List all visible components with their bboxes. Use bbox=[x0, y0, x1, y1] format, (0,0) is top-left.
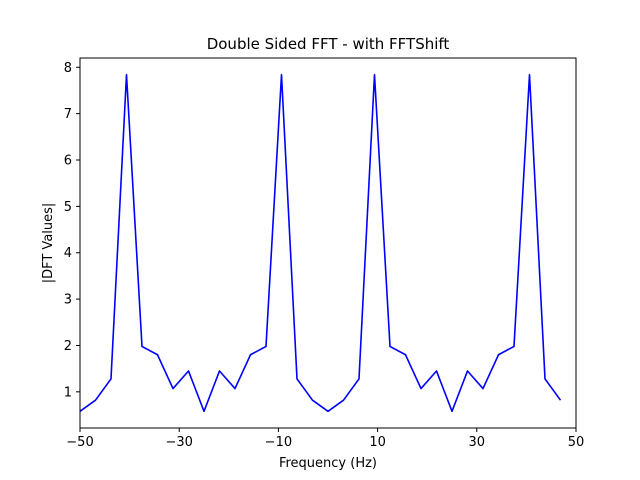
x-tick-label: 10 bbox=[369, 435, 386, 450]
chart-title: Double Sided FFT - with FFTShift bbox=[207, 35, 450, 53]
x-tick-label: 50 bbox=[568, 435, 585, 450]
x-tick-label: 30 bbox=[469, 435, 486, 450]
y-tick-label: 2 bbox=[64, 339, 72, 354]
x-tick-label: −50 bbox=[66, 435, 93, 450]
y-tick-label: 8 bbox=[64, 61, 72, 76]
y-axis-label: |DFT Values| bbox=[41, 203, 56, 284]
series-line bbox=[79, 73, 562, 413]
y-tick-label: 6 bbox=[64, 154, 72, 169]
plot-frame bbox=[79, 57, 577, 429]
y-tick-label: 3 bbox=[64, 293, 72, 308]
y-tick-label: 7 bbox=[64, 107, 72, 122]
y-tick-label: 1 bbox=[64, 385, 72, 400]
x-axis-label: Frequency (Hz) bbox=[279, 456, 377, 471]
plot-area bbox=[80, 58, 576, 428]
y-tick-label: 5 bbox=[64, 200, 72, 215]
x-tick-label: −30 bbox=[165, 435, 192, 450]
x-tick-label: −10 bbox=[265, 435, 292, 450]
y-tick-label: 4 bbox=[64, 246, 72, 261]
